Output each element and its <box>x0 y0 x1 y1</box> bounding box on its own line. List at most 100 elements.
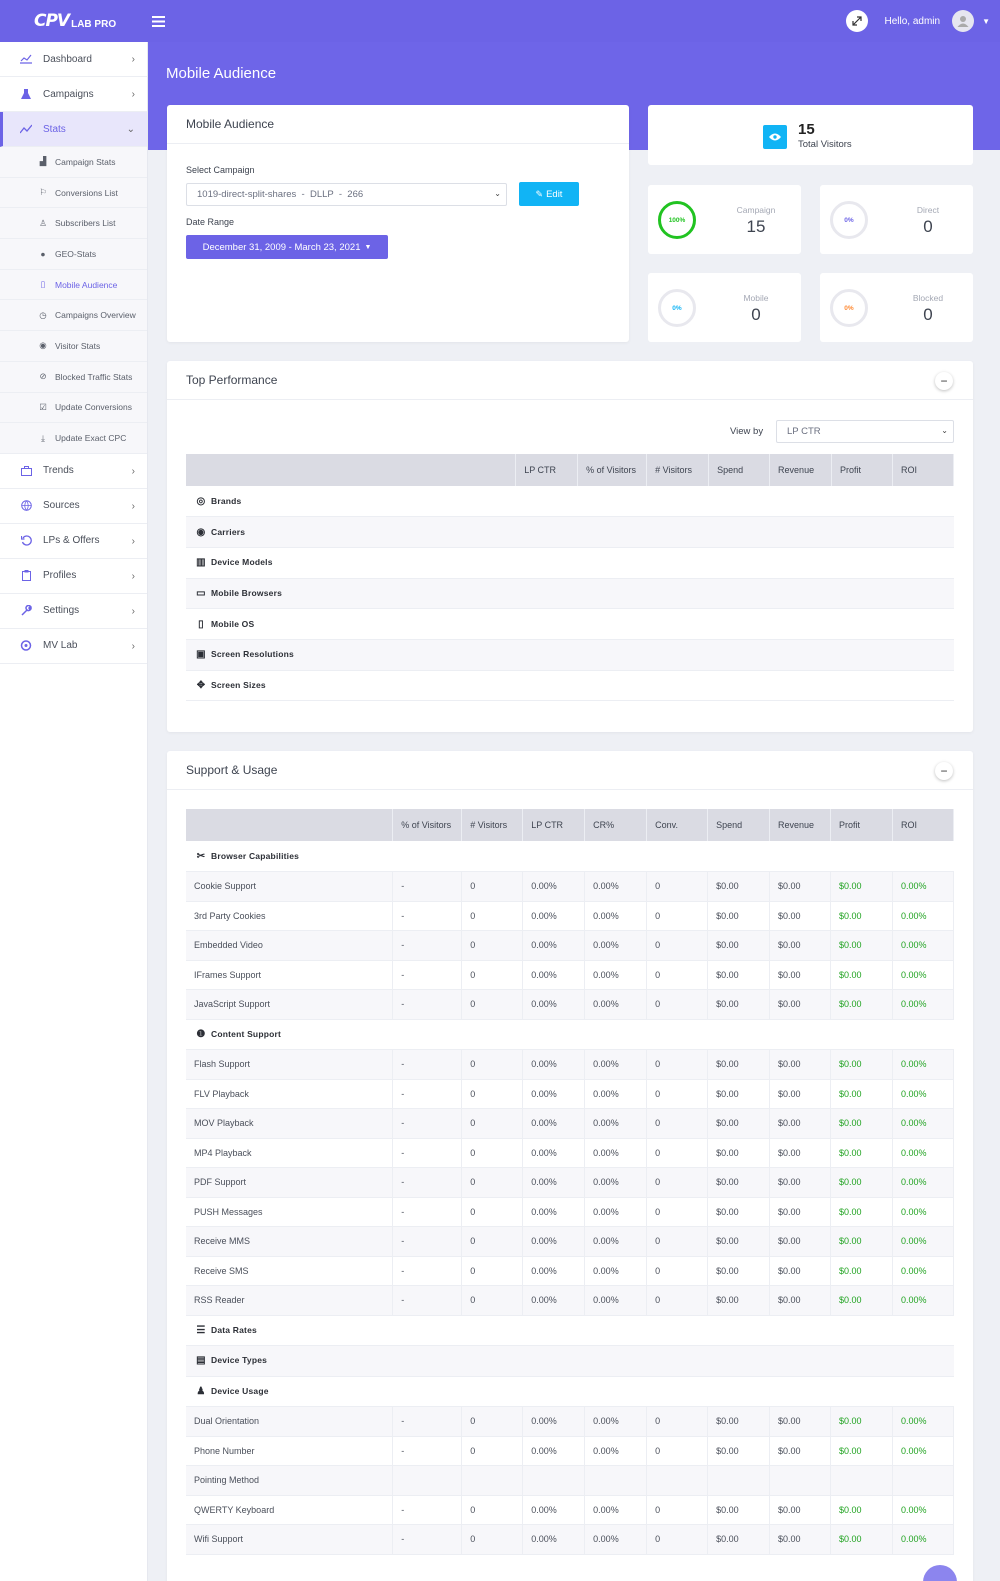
table-cell: 0.00% <box>584 1049 648 1080</box>
table-header-cell[interactable]: Spend <box>708 454 771 486</box>
collapse-button[interactable]: − <box>935 372 953 390</box>
table-header-cell[interactable]: # Visitors <box>646 454 710 486</box>
table-cell: Dual Orientation <box>186 1406 394 1437</box>
user-avatar[interactable] <box>952 10 975 32</box>
logo-mark: CPV <box>34 11 70 31</box>
table-header-cell[interactable]: % of Visitors <box>392 809 463 841</box>
table-cell: 0.00% <box>892 960 955 990</box>
table-cell: 0.00% <box>584 1285 648 1316</box>
submenu-item-blocked-traffic-stats[interactable]: ⊘ Blocked Traffic Stats <box>0 361 147 393</box>
sidebar-item-mv-lab[interactable]: MV Lab › <box>0 629 147 664</box>
submenu-item-conversions-list[interactable]: ⚐ Conversions List <box>0 177 147 209</box>
group-row[interactable]: ◉ Carriers <box>186 516 954 548</box>
table-cell: $0.00 <box>769 1197 831 1227</box>
table-header-cell[interactable]: Profit <box>831 454 893 486</box>
submenu-item-subscribers-list[interactable]: ♙ Subscribers List <box>0 208 147 240</box>
table-header-cell[interactable]: Revenue <box>769 809 831 841</box>
table-cell: $0.00 <box>830 1495 893 1525</box>
user-icon: ♙ <box>39 217 47 228</box>
submenu-item-campaigns-overview[interactable]: ◷ Campaigns Overview <box>0 300 147 332</box>
sidebar-item-campaigns[interactable]: Campaigns › <box>0 77 147 112</box>
table-cell: $0.00 <box>707 1256 771 1286</box>
table-row: Wifi Support -0 0.00% 0.00% 0 $0.00 $0.00 $0.00… <box>186 1524 955 1555</box>
group-row[interactable]: ▥ Device Models <box>186 547 954 579</box>
table-cell <box>707 1465 771 1496</box>
table-cell <box>830 1465 893 1496</box>
chevron-down-icon[interactable]: ▼ <box>982 16 990 26</box>
table-cell: MOV Playback <box>186 1108 394 1139</box>
submenu-item-visitor-stats[interactable]: ◉ Visitor Stats <box>0 331 147 362</box>
table-header-cell[interactable]: ROI <box>892 809 955 841</box>
table-cell: - <box>392 1406 463 1437</box>
sidebar-item-label: MV Lab <box>43 640 78 652</box>
sidebar-item-profiles[interactable]: Profiles › <box>0 559 147 594</box>
sidebar-item-sources[interactable]: Sources › <box>0 489 147 524</box>
table-cell: $0.00 <box>707 930 771 961</box>
sidebar-item-label: Stats <box>43 123 66 135</box>
submenu-item-update-conversions[interactable]: ☑ Update Conversions <box>0 392 147 424</box>
table-cell: $0.00 <box>769 1167 831 1198</box>
view-by-select[interactable]: LP CTR ⌄ <box>776 420 954 443</box>
sidebar-item-lps-offers[interactable]: LPs & Offers › <box>0 524 147 559</box>
table-cell: 0.00% <box>584 989 648 1020</box>
info-icon: ❶ <box>196 1028 206 1040</box>
submenu-item-campaign-stats[interactable]: ▟ Campaign Stats <box>0 147 147 178</box>
table-cell: 0.00% <box>584 1197 648 1227</box>
hamburger-icon <box>151 15 165 27</box>
briefcase-icon <box>19 464 33 478</box>
sidebar-item-dashboard[interactable]: Dashboard › <box>0 42 147 77</box>
table-header-cell[interactable]: % of Visitors <box>577 454 648 486</box>
table-cell: 0 <box>646 1436 709 1466</box>
table-header-cell[interactable]: LP CTR <box>515 454 579 486</box>
menu-toggle-button[interactable] <box>148 0 168 42</box>
group-row[interactable]: ✥ Screen Sizes <box>186 670 954 702</box>
date-range-button[interactable]: December 31, 2009 - March 23, 2021 ▼ <box>186 235 388 259</box>
table-header-cell[interactable]: Conv. <box>646 809 709 841</box>
table-cell: $0.00 <box>707 1197 771 1227</box>
table-cell: 0.00% <box>584 1524 648 1555</box>
table-header-cell[interactable]: CR% <box>584 809 648 841</box>
table-cell: $0.00 <box>707 1406 771 1437</box>
chevron-down-icon: ⌄ <box>126 124 135 135</box>
table-cell: - <box>392 1197 463 1227</box>
app-logo[interactable]: CPV LAB PRO <box>0 0 148 42</box>
table-header-cell[interactable]: # Visitors <box>461 809 524 841</box>
table-header-cell[interactable]: Revenue <box>769 454 833 486</box>
scroll-top-button[interactable] <box>923 1565 957 1581</box>
table-cell: 0 <box>461 871 524 902</box>
edit-campaign-button[interactable]: ✎ Edit <box>519 182 579 206</box>
submenu-item-mobile-audience[interactable]: ▯ Mobile Audience <box>0 269 147 301</box>
sidebar-item-trends[interactable]: Trends › <box>0 454 147 489</box>
sidebar-item-label: Settings <box>43 605 80 617</box>
table-header-cell[interactable]: Profit <box>830 809 893 841</box>
submenu-item-update-exact-cpc[interactable]: ⤓ Update Exact CPC <box>0 423 147 454</box>
group-row[interactable]: ▭ Mobile Browsers <box>186 578 954 610</box>
chevron-right-icon: › <box>131 89 135 100</box>
table-cell: 0 <box>461 1285 524 1316</box>
table-row: Receive SMS -0 0.00% 0.00% 0 $0.00 $0.00 $0.00 0… <box>186 1256 955 1286</box>
group-row[interactable]: ▣ Screen Resolutions <box>186 639 954 671</box>
table-header-cell[interactable]: LP CTR <box>522 809 586 841</box>
mv-icon <box>19 639 33 653</box>
table-cell: $0.00 <box>707 901 771 931</box>
table-cell: $0.00 <box>769 1138 831 1168</box>
clock-icon: ◷ <box>39 309 47 320</box>
table-header-cell[interactable]: Spend <box>707 809 771 841</box>
group-row[interactable]: ▯ Mobile OS <box>186 608 954 640</box>
table-cell: $0.00 <box>707 1138 771 1168</box>
submenu-item-geo-stats[interactable]: ● GEO-Stats <box>0 239 147 270</box>
table-cell: 0.00% <box>584 871 648 902</box>
barcode-icon: ▥ <box>196 557 206 569</box>
flask-icon <box>19 87 33 101</box>
fullscreen-button[interactable] <box>846 10 869 32</box>
group-row[interactable]: ◎ Brands <box>186 486 954 518</box>
campaign-select[interactable]: 1019-direct-split-shares - DLLP - 266 ⌄ <box>186 183 507 206</box>
table-header-cell[interactable]: ROI <box>892 454 955 486</box>
table-cell: 0 <box>461 1049 524 1080</box>
sidebar-item-settings[interactable]: Settings › <box>0 594 147 629</box>
collapse-button[interactable]: − <box>935 762 953 780</box>
table-cell: - <box>392 1285 463 1316</box>
table-cell: FLV Playback <box>186 1079 394 1109</box>
top-performance-title: Top Performance <box>186 373 278 387</box>
sidebar-item-stats[interactable]: Stats ⌄ <box>0 112 147 147</box>
